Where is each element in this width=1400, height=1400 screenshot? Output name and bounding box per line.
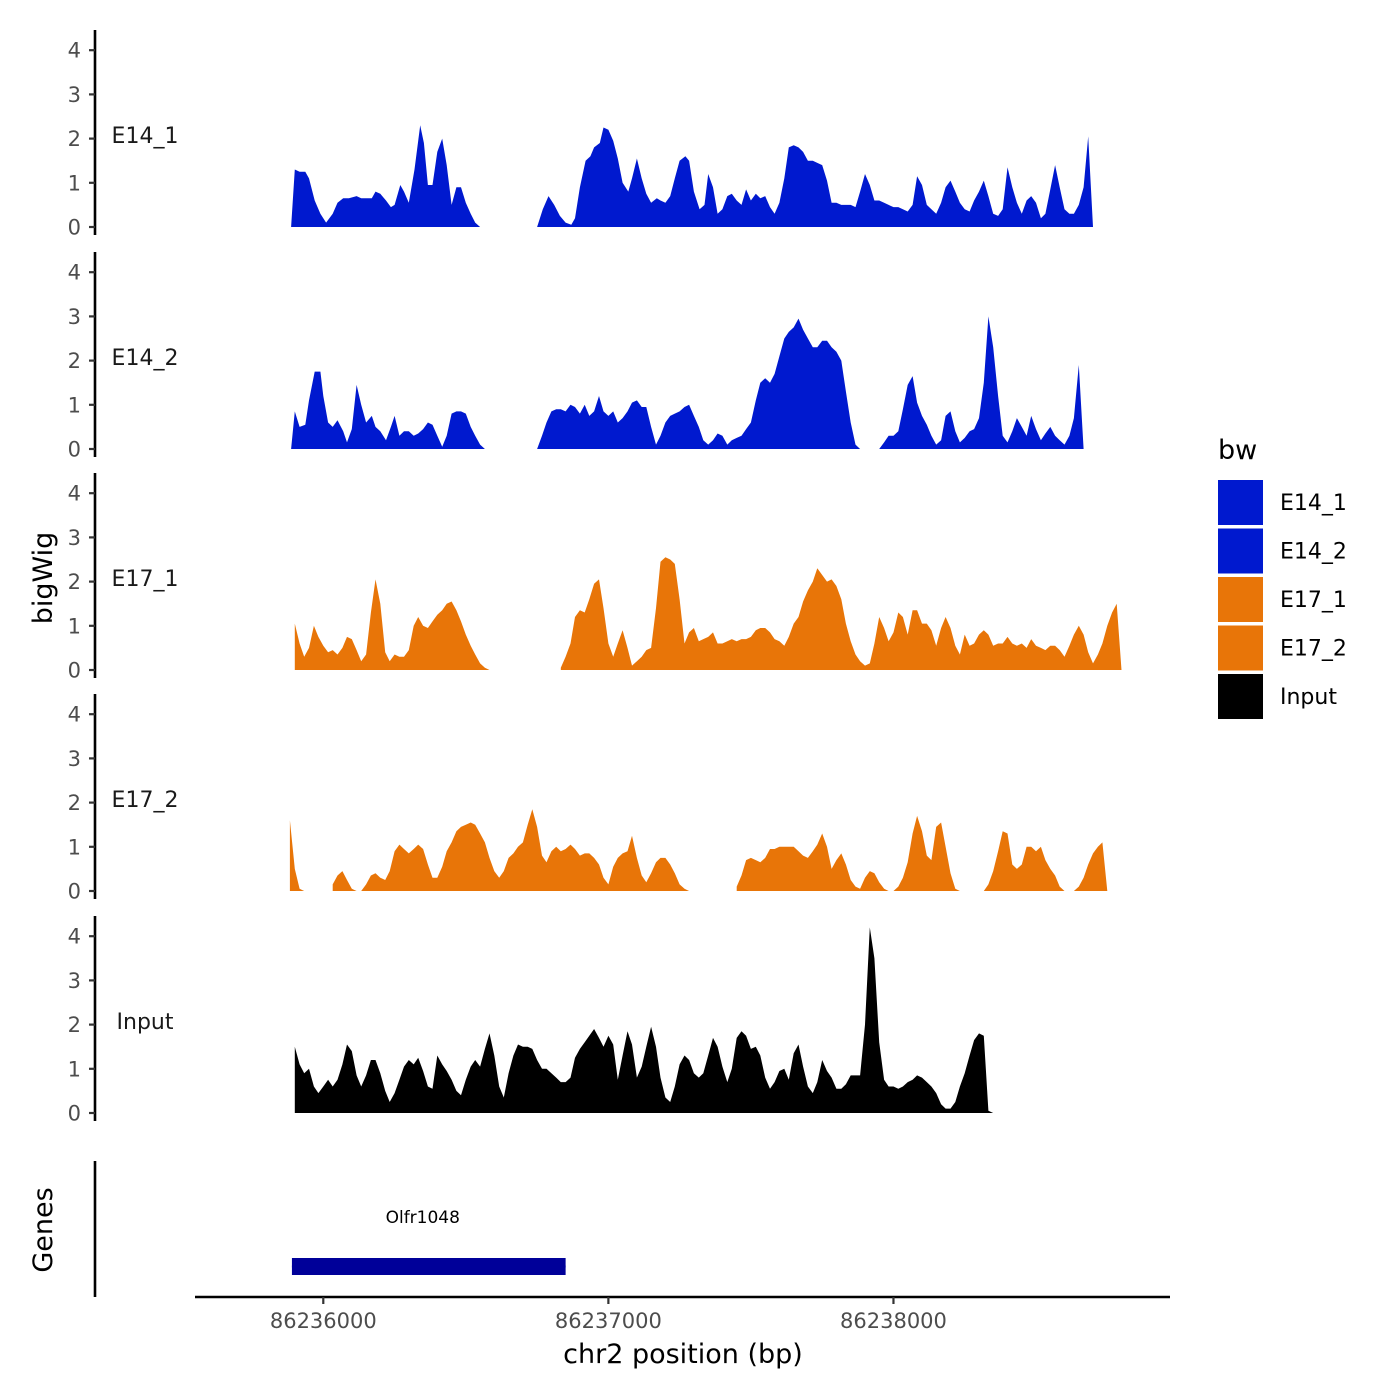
- legend-label: E14_2: [1280, 540, 1347, 565]
- coverage-area-e14-2: [879, 316, 1127, 449]
- coverage-area-e17-1: [560, 557, 1127, 670]
- coverage-area-input: [294, 927, 1127, 1113]
- coverage-area-e17-2: [289, 820, 357, 891]
- legend-label: Input: [1280, 685, 1337, 710]
- track-label: E14_2: [112, 346, 179, 371]
- y-tick-label: 2: [68, 1013, 81, 1037]
- x-axis-title: chr2 position (bp): [563, 1339, 803, 1370]
- y-tick-label: 2: [68, 349, 81, 373]
- y-tick-label: 1: [68, 835, 81, 859]
- y-tick-label: 4: [68, 482, 81, 506]
- track-e14-1: 0 1 2 3 4 E14_1: [68, 30, 1127, 240]
- coverage-area-e17-2: [983, 831, 1065, 891]
- y-tick-label: 2: [68, 127, 81, 151]
- coverage-area-e14-2: [537, 318, 870, 449]
- y-tick-label: 0: [68, 216, 81, 240]
- y-tick-label: 3: [68, 526, 81, 550]
- legend-swatch: [1218, 674, 1263, 719]
- y-tick-label: 3: [68, 969, 81, 993]
- coverage-area-e14-1: [537, 127, 1127, 227]
- coverage-area-e14-1: [291, 125, 534, 227]
- track-input: 0 1 2 3 4 Input: [68, 916, 1127, 1126]
- legend-label: E14_1: [1280, 491, 1347, 516]
- y-axis-title: bigWig: [28, 532, 59, 625]
- y-tick-label: 3: [68, 747, 81, 771]
- x-axis: 86236000 86237000 86238000: [195, 1295, 1170, 1333]
- y-tick-label: 1: [68, 1057, 81, 1081]
- y-tick-label: 0: [68, 438, 81, 462]
- y-tick-label: 1: [68, 393, 81, 417]
- coverage-area-e17-1: [294, 579, 523, 670]
- gene-label: Olfr1048: [386, 1208, 460, 1228]
- y-tick-label: 3: [68, 83, 81, 107]
- y-tick-label: 3: [68, 305, 81, 329]
- legend-title: bw: [1218, 435, 1257, 466]
- legend-swatch: [1218, 625, 1263, 671]
- y-tick-label: 0: [68, 659, 81, 683]
- coverage-area-e17-2: [736, 815, 960, 891]
- y-tick-label: 0: [68, 880, 81, 904]
- track-label: Input: [117, 1010, 174, 1035]
- y-tick-label: 1: [68, 614, 81, 638]
- y-tick-label: 4: [68, 39, 81, 63]
- legend-swatch: [1218, 528, 1263, 574]
- legend-label: E17_2: [1280, 637, 1347, 662]
- track-e17-2: 0 1 2 3 4 E17_2: [68, 694, 1127, 904]
- track-e14-2: 0 1 2 3 4 E14_2: [68, 252, 1127, 462]
- y-tick-label: 4: [68, 703, 81, 727]
- track-label: E17_1: [112, 567, 179, 592]
- track-label: E14_1: [112, 124, 179, 149]
- y-tick-label: 0: [68, 1102, 81, 1126]
- x-tick-label: 86237000: [555, 1309, 662, 1333]
- x-tick-label: 86236000: [270, 1309, 377, 1333]
- y-tick-label: 2: [68, 791, 81, 815]
- y-tick-label: 2: [68, 570, 81, 594]
- y-tick-label: 4: [68, 261, 81, 285]
- x-tick-label: 86238000: [840, 1309, 947, 1333]
- legend-swatch: [1218, 577, 1263, 622]
- y-tick-label: 1: [68, 171, 81, 195]
- genes-axis-title: Genes: [28, 1187, 59, 1272]
- legend-swatch: [1218, 480, 1263, 525]
- legend-label: E17_1: [1280, 588, 1347, 613]
- y-tick-label: 4: [68, 925, 81, 949]
- track-e17-1: 0 1 2 3 4 E17_1: [68, 473, 1127, 683]
- coverage-area-e17-2: [332, 809, 737, 891]
- legend: bw E14_1 E14_2 E17_1 E17_2 Input: [1218, 435, 1347, 719]
- coverage-area-e14-2: [291, 371, 534, 449]
- track-label: E17_2: [112, 788, 179, 813]
- gene-track: Olfr1048: [93, 1161, 566, 1297]
- coverage-area-e17-2: [1073, 842, 1127, 891]
- coverage-tracks: 0 1 2 3 4 E14_1 0 1 2 3 4 E14_2 0 1 2 3 4 E17_1 0 1 2 3 4 E17_2…: [68, 30, 1127, 1126]
